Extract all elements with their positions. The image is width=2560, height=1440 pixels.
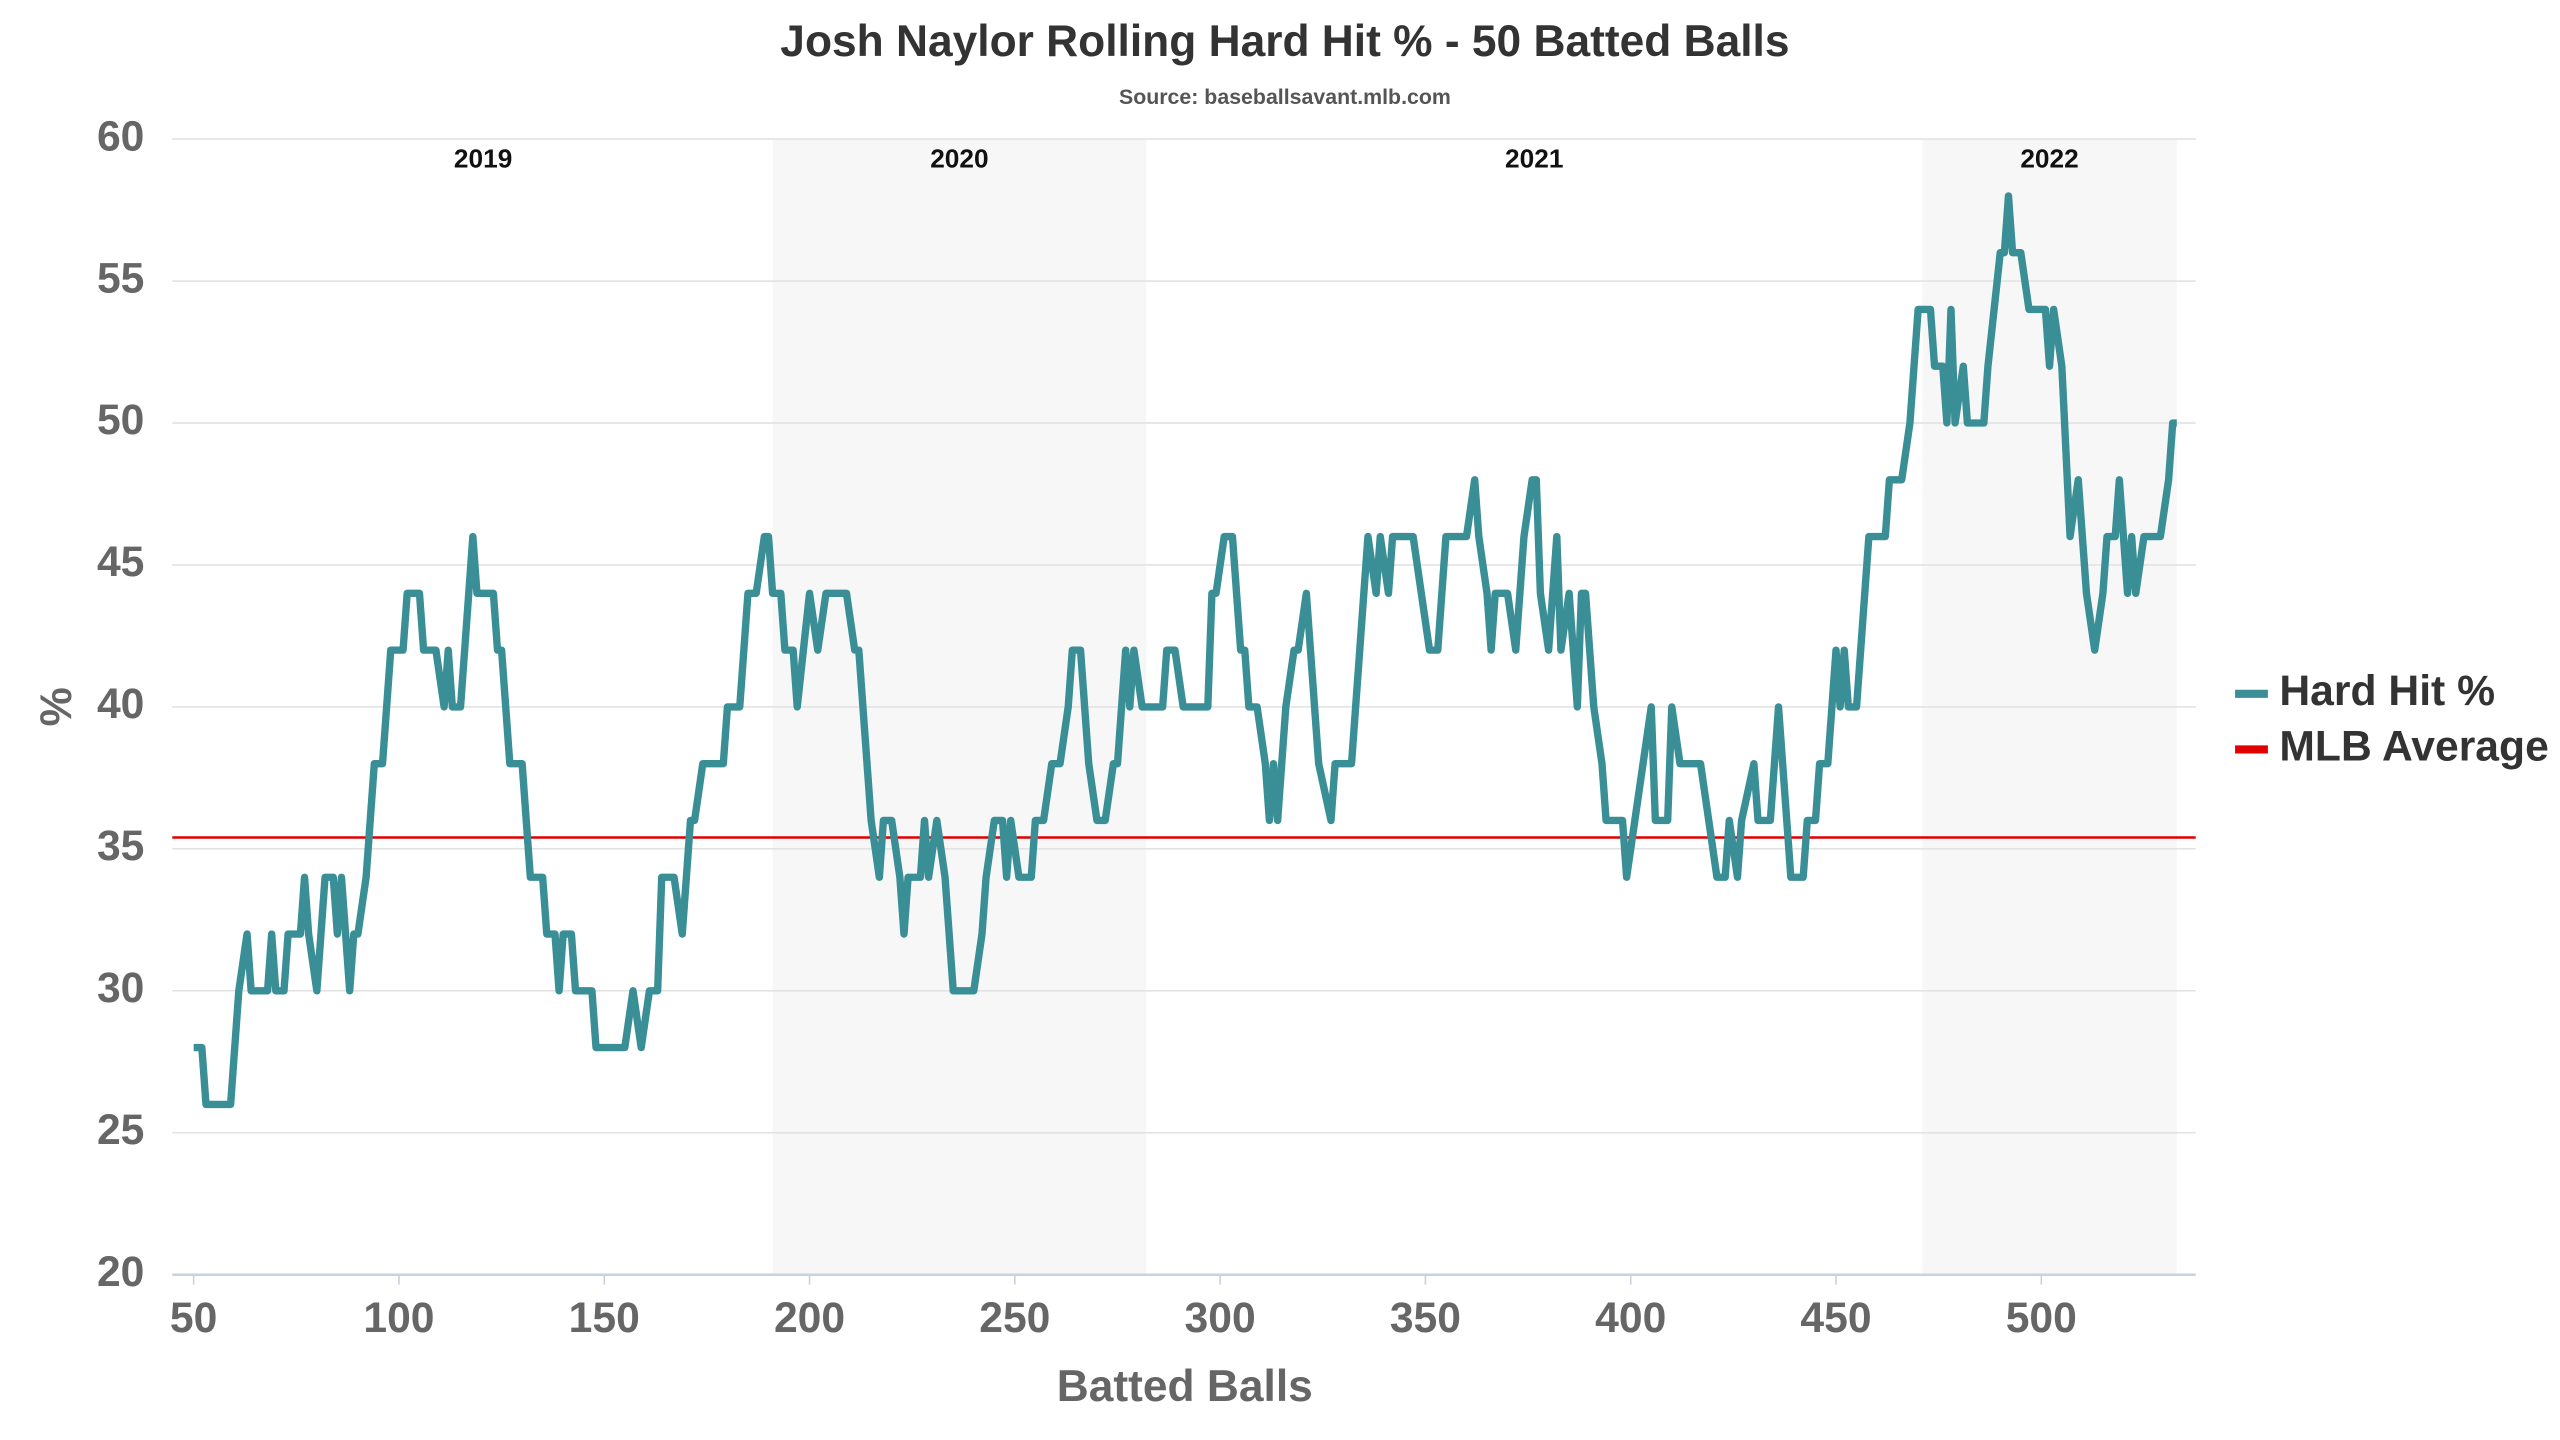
season-label: 2020 <box>930 143 988 173</box>
season-label: 2021 <box>1505 143 1563 173</box>
x-axis-label: Batted Balls <box>1057 1362 1313 1411</box>
y-tick-label: 50 <box>97 396 144 444</box>
y-tick-label: 60 <box>97 112 144 160</box>
y-tick-label: 30 <box>97 964 144 1012</box>
x-tick-label: 100 <box>363 1294 434 1342</box>
x-tick-label: 150 <box>569 1294 640 1342</box>
y-tick-label: 40 <box>97 680 144 728</box>
x-tick-label: 200 <box>774 1294 845 1342</box>
y-tick-label: 35 <box>97 822 144 870</box>
chart-subtitle: Source: baseballsavant.mlb.com <box>1119 85 1451 109</box>
legend-label: Hard Hit % <box>2279 667 2495 715</box>
chart-title: Josh Naylor Rolling Hard Hit % - 50 Batt… <box>780 17 1789 66</box>
season-label: 2022 <box>2020 143 2078 173</box>
season-label: 2019 <box>454 143 512 173</box>
y-tick-label: 25 <box>97 1106 144 1154</box>
x-tick-label: 300 <box>1185 1294 1256 1342</box>
y-tick-label: 20 <box>97 1248 144 1296</box>
legend-label: MLB Average <box>2279 723 2548 771</box>
y-axis-label: % <box>32 687 81 726</box>
x-tick-label: 350 <box>1390 1294 1461 1342</box>
x-tick-label: 400 <box>1595 1294 1666 1342</box>
y-tick-label: 45 <box>97 538 144 586</box>
x-tick-label: 250 <box>979 1294 1050 1342</box>
data-line <box>193 192 2177 1109</box>
x-tick-label: 500 <box>2006 1294 2077 1342</box>
y-tick-label: 55 <box>97 254 144 302</box>
x-tick-label: 50 <box>170 1294 217 1342</box>
x-tick-label: 450 <box>1800 1294 1871 1342</box>
